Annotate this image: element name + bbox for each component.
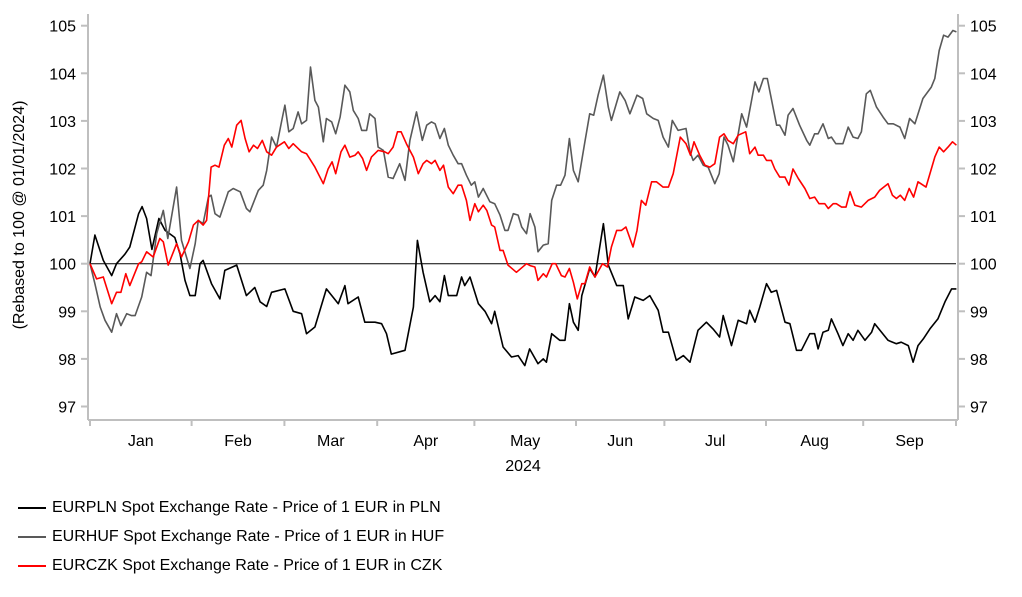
series-eurpln-line: [89, 205, 957, 367]
x-tick-label-apr: Apr: [413, 433, 439, 450]
y-tick-label-right: 98: [970, 352, 988, 369]
y-tick-label-left: 99: [58, 304, 76, 321]
x-tick-label-mar: Mar: [317, 433, 345, 450]
x-tick-label-jun: Jun: [607, 433, 633, 450]
y-tick-label-right: 100: [970, 257, 997, 274]
y-tick-label-right: 105: [970, 19, 997, 36]
y-tick-label-right: 99: [970, 304, 988, 321]
x-tick-label-jul: Jul: [705, 433, 725, 450]
legend-label-huf: EURHUF Spot Exchange Rate - Price of 1 E…: [52, 527, 445, 545]
y-tick-label-left: 105: [49, 19, 76, 36]
series-eurczk-line: [89, 119, 957, 305]
y-tick-label-left: 98: [58, 352, 76, 369]
legend-item-czk: EURCZK Spot Exchange Rate - Price of 1 E…: [18, 551, 444, 580]
y-tick-label-left: 97: [58, 400, 76, 417]
y-tick-label-left: 102: [49, 162, 76, 179]
x-tick-label-sep: Sep: [895, 433, 924, 450]
y-tick-label-right: 101: [970, 209, 997, 226]
y-tick-label-right: 103: [970, 114, 997, 131]
x-tick-label-feb: Feb: [224, 433, 252, 450]
legend-label-pln: EURPLN Spot Exchange Rate - Price of 1 E…: [52, 498, 441, 516]
y-tick-label-left: 103: [49, 114, 76, 131]
x-tick-label-jan: Jan: [128, 433, 154, 450]
legend-item-pln: EURPLN Spot Exchange Rate - Price of 1 E…: [18, 493, 444, 522]
x-axis-title: 2024: [505, 458, 541, 475]
y-tick-label-right: 104: [970, 66, 997, 83]
legend-swatch-pln: [18, 506, 46, 509]
series-eurhuf-line: [89, 29, 957, 333]
y-tick-label-right: 97: [970, 400, 988, 417]
legend-item-huf: EURHUF Spot Exchange Rate - Price of 1 E…: [18, 522, 444, 551]
legend-swatch-huf: [18, 535, 46, 538]
legend: EURPLN Spot Exchange Rate - Price of 1 E…: [18, 493, 444, 580]
legend-swatch-czk: [18, 564, 46, 567]
y-axis-title: (Rebased to 100 @ 01/01/2024): [11, 100, 28, 330]
y-tick-label-right: 102: [970, 162, 997, 179]
y-tick-label-left: 104: [49, 66, 76, 83]
legend-label-czk: EURCZK Spot Exchange Rate - Price of 1 E…: [52, 556, 443, 574]
x-tick-label-may: May: [510, 433, 540, 450]
y-tick-label-left: 100: [49, 257, 76, 274]
y-tick-label-left: 101: [49, 209, 76, 226]
x-tick-label-aug: Aug: [800, 433, 828, 450]
